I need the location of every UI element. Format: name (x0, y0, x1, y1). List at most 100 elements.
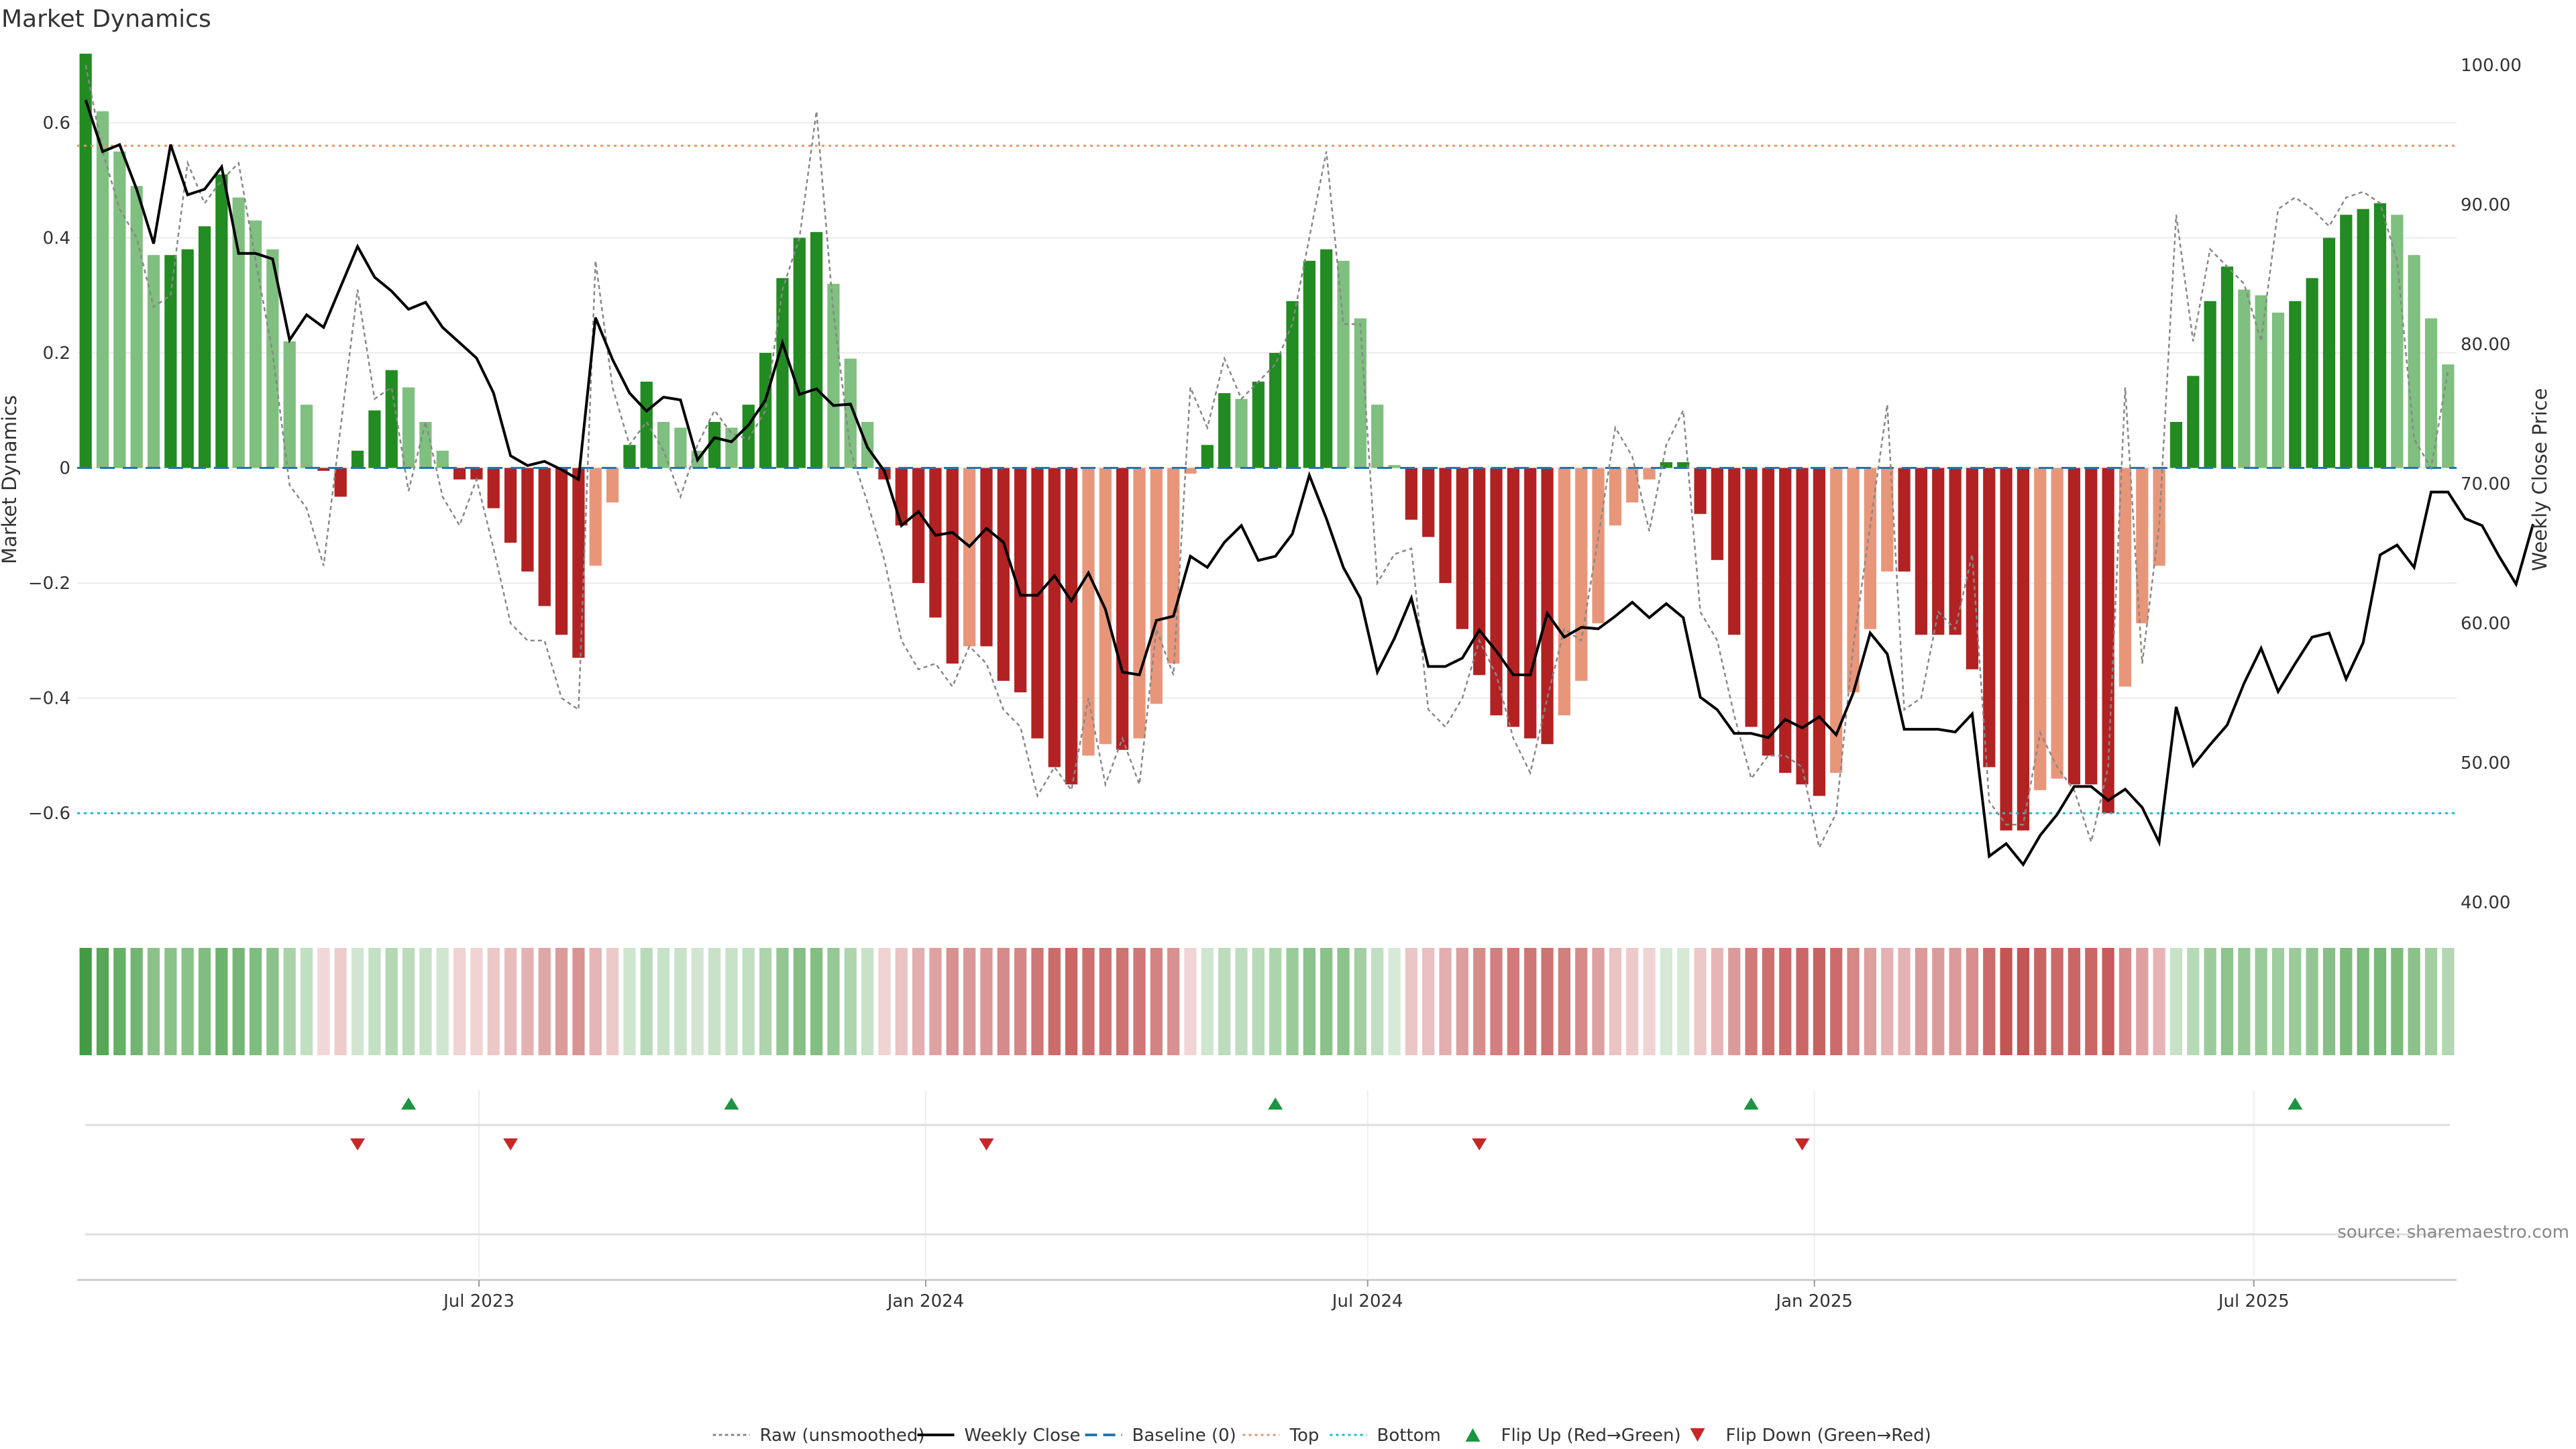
bar (1881, 468, 1894, 572)
bar (2271, 312, 2285, 468)
legend-item-flipdown: Flip Down (Green→Red) (1690, 1426, 1931, 1446)
heat-cell (1167, 948, 1180, 1055)
heat-cell (1473, 948, 1486, 1055)
bar (385, 370, 398, 468)
legend-item-raw: Raw (unsmoothed) (712, 1426, 925, 1446)
x-axis: Jul 2023 Jan 2024 Jul 2024 Jan 2025 Jul 2025 (77, 1279, 2457, 1311)
bar (2357, 209, 2369, 468)
heat-cell (317, 948, 330, 1055)
heat-cell (1728, 948, 1741, 1055)
bar (2000, 468, 2012, 830)
heat-cell (2220, 948, 2234, 1055)
bar (1320, 249, 1333, 468)
heat-cell (2442, 948, 2455, 1055)
flip-down-marker (350, 1138, 366, 1150)
heat-cell (708, 948, 721, 1055)
heat-cell (572, 948, 585, 1055)
bar (2391, 215, 2404, 468)
heat-cell (2034, 948, 2047, 1055)
heat-strip (79, 948, 2455, 1055)
bar (555, 468, 568, 635)
heat-cell (1490, 948, 1503, 1055)
bar (1388, 465, 1401, 468)
bar (2424, 318, 2438, 468)
bar (130, 186, 143, 468)
bar (2136, 468, 2149, 624)
flip-up-marker (1268, 1097, 1283, 1110)
heat-cell (844, 948, 857, 1055)
legend-swatch (1690, 1428, 1705, 1442)
heat-cell (1422, 948, 1435, 1055)
bar (1575, 468, 1588, 681)
legend-swatch (1465, 1428, 1481, 1442)
flip-up-marker (1743, 1097, 1759, 1110)
heat-cell (2255, 948, 2267, 1055)
bar (215, 174, 228, 468)
flip-down-marker (503, 1138, 519, 1150)
heat-cell (436, 948, 449, 1055)
heat-cell (1541, 948, 1554, 1055)
bar (623, 445, 636, 468)
bar (1133, 468, 1146, 739)
bar (1694, 468, 1707, 515)
legend-label: Bottom (1377, 1426, 1441, 1446)
bar (1643, 468, 1656, 480)
y-left-tick-label: −0.2 (28, 574, 70, 594)
bar (946, 468, 959, 664)
bar (1456, 468, 1468, 629)
heat-cell (674, 948, 687, 1055)
heat-cell (963, 948, 976, 1055)
heat-cell (1864, 948, 1877, 1055)
heat-cell (2238, 948, 2251, 1055)
heat-cell (929, 948, 942, 1055)
heat-cell (2271, 948, 2285, 1055)
heat-cell (725, 948, 738, 1055)
heat-cell (2289, 948, 2302, 1055)
heat-cell (657, 948, 670, 1055)
bar (1592, 468, 1605, 624)
heat-cell (793, 948, 806, 1055)
bar (1014, 468, 1027, 693)
heat-cell (1065, 948, 1078, 1055)
bar (2051, 468, 2063, 779)
heat-cell (2357, 948, 2369, 1055)
heat-cell (640, 948, 653, 1055)
heat-cell (1269, 948, 1282, 1055)
bar (1558, 468, 1570, 716)
bar (674, 427, 687, 468)
bar (708, 421, 721, 468)
heat-cell (147, 948, 160, 1055)
heat-cell (1354, 948, 1366, 1055)
heat-cell (1150, 948, 1163, 1055)
legend-label: Baseline (0) (1132, 1426, 1236, 1446)
legend-label: Weekly Close (965, 1426, 1081, 1446)
heat-cell (1660, 948, 1673, 1055)
heat-cell (2408, 948, 2420, 1055)
heat-cell (130, 948, 143, 1055)
heat-cell (1813, 948, 1826, 1055)
heat-cell (1116, 948, 1129, 1055)
heat-cell (1405, 948, 1417, 1055)
bar (368, 410, 381, 468)
x-tick-label: Jul 2023 (442, 1291, 515, 1311)
bar (1422, 468, 1435, 537)
heat-cell (249, 948, 262, 1055)
bar (980, 468, 993, 647)
heat-cell (2391, 948, 2404, 1055)
y-right-tick-label: 50.00 (2461, 753, 2510, 773)
bar (606, 468, 619, 503)
heat-cell (113, 948, 126, 1055)
heat-cell (385, 948, 398, 1055)
heat-cell (487, 948, 500, 1055)
legend-label: Raw (unsmoothed) (760, 1426, 925, 1446)
bar (2085, 468, 2098, 785)
bar (2169, 421, 2183, 468)
main-panel: 0.6 0.4 0.2 0 −0.2 −0.4 −0.6 100.00 90.00 80.00 70… (28, 54, 2534, 913)
bar (912, 468, 925, 584)
bar (1099, 468, 1112, 745)
bar (589, 468, 602, 566)
heat-cell (283, 948, 296, 1055)
bar (2017, 468, 2030, 830)
heat-cell (1643, 948, 1656, 1055)
bar (96, 111, 109, 468)
